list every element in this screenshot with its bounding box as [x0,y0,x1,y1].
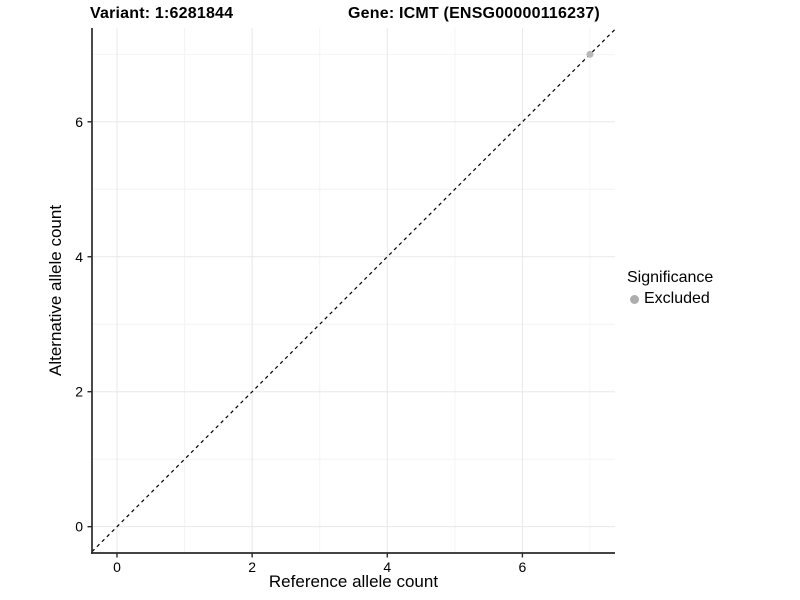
variant-title: Variant: 1:6281844 [90,5,234,22]
legend-title: Significance [627,269,714,286]
x-tick-label: 0 [113,559,121,575]
y-tick-label: 6 [75,114,83,130]
y-tick-label: 0 [75,519,83,535]
legend-item-label: Excluded [644,290,710,307]
identity-line [91,28,616,553]
x-axis-title: Reference allele count [268,572,439,591]
x-tick-label: 6 [519,559,527,575]
x-tick-label: 2 [248,559,256,575]
x-tick-label: 4 [383,559,391,575]
legend: Significance Excluded [627,269,713,308]
excluded-point-icon [630,294,639,304]
gene-title: Gene: ICMT (ENSG00000116237) [348,5,600,22]
legend-item-excluded: Excluded [627,290,713,308]
data-point [586,50,594,58]
y-axis-title: Alternative allele count [46,204,65,377]
y-tick-label: 2 [75,384,83,400]
y-tick-label: 4 [75,249,83,265]
